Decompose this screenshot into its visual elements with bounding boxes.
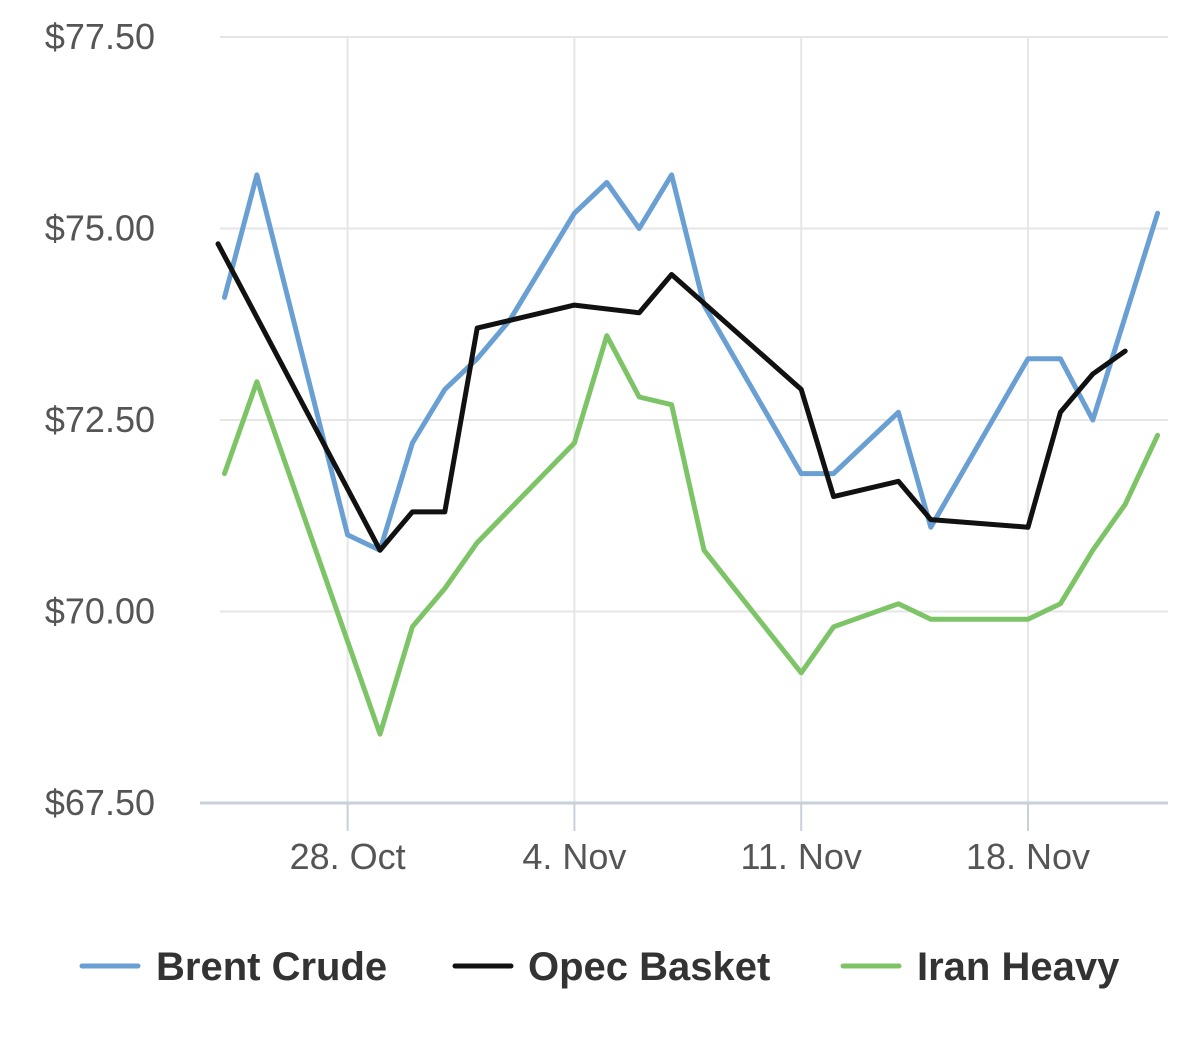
y-tick-label: $75.00 bbox=[45, 208, 155, 249]
legend: Brent Crude Opec Basket Iran Heavy bbox=[79, 945, 1120, 989]
legend-label[interactable]: Brent Crude bbox=[156, 945, 387, 989]
y-tick-label: $70.00 bbox=[45, 591, 155, 632]
y-tick-label: $72.50 bbox=[45, 399, 155, 440]
legend-label[interactable]: Opec Basket bbox=[528, 945, 770, 989]
x-tick-label: 28. Oct bbox=[290, 836, 406, 877]
x-tick-label: 4. Nov bbox=[522, 836, 626, 877]
series-lines bbox=[215, 172, 1161, 737]
y-tick-label: $77.50 bbox=[45, 16, 155, 57]
x-tick-label: 18. Nov bbox=[966, 836, 1090, 877]
legend-item-brent-crude[interactable]: Brent Crude bbox=[79, 945, 387, 989]
axes: $67.50 $70.00 $72.50 $75.00 $77.50 28. Oct 4. … bbox=[45, 16, 1168, 877]
legend-item-iran-heavy[interactable]: Iran Heavy bbox=[840, 945, 1120, 989]
x-tick-label: 11. Nov bbox=[740, 836, 861, 877]
series-line-opec-basket bbox=[215, 241, 1128, 553]
grid-lines bbox=[220, 36, 1168, 803]
series-line-iran-heavy bbox=[222, 333, 1161, 737]
series-line-brent-crude bbox=[222, 172, 1161, 553]
legend-item-opec-basket[interactable]: Opec Basket bbox=[452, 945, 770, 989]
y-tick-label: $67.50 bbox=[45, 782, 155, 823]
legend-label[interactable]: Iran Heavy bbox=[917, 945, 1120, 989]
